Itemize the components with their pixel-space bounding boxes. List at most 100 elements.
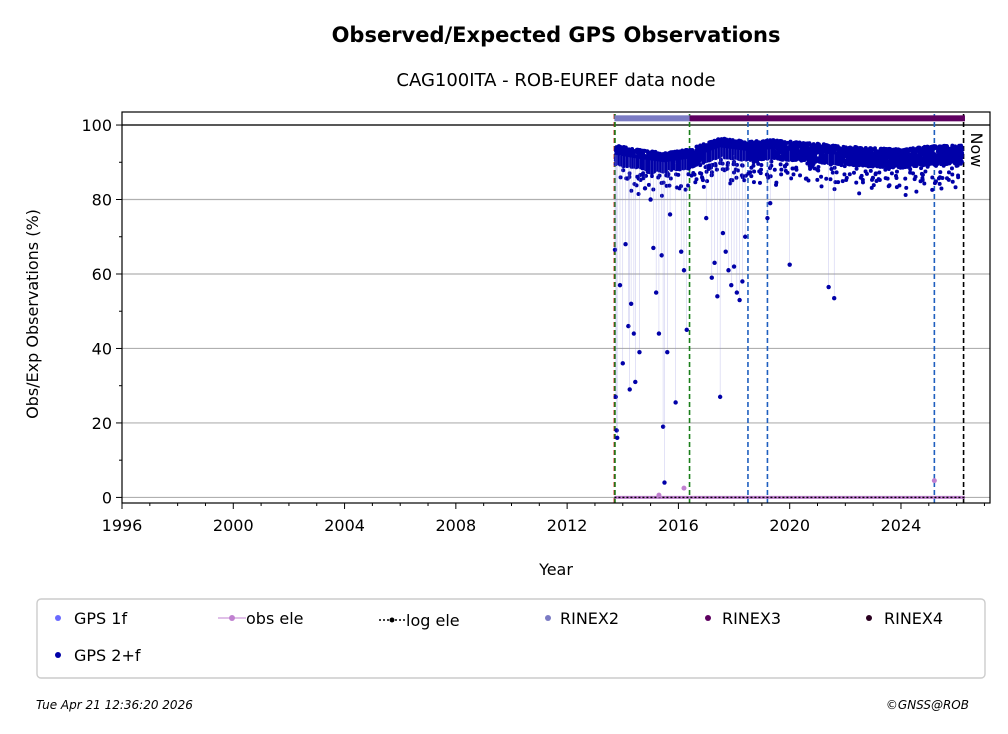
gps-2f-outlier xyxy=(681,268,687,273)
y-axis: 0 20 40 60 80 100 xyxy=(81,116,122,507)
y-tick-label: 100 xyxy=(81,116,112,135)
x-tick-label: 2008 xyxy=(435,516,476,535)
x-tick-label: 2000 xyxy=(213,516,254,535)
gps-2f-outlier xyxy=(826,284,831,290)
gps-2f-point xyxy=(636,192,641,197)
gps-2f-point xyxy=(676,172,681,177)
gps-2f-outlier xyxy=(740,279,745,284)
obs-ele-point xyxy=(656,492,662,498)
gps-2f-point xyxy=(646,182,651,187)
gps-2f-point xyxy=(873,171,878,176)
legend-box xyxy=(36,598,986,679)
gps-2f-point xyxy=(758,171,763,176)
gps-2f-point xyxy=(953,185,958,190)
gps-2f-point xyxy=(885,176,890,181)
gps-2f-point xyxy=(791,172,796,177)
legend-label-log-ele: log ele xyxy=(406,611,460,630)
legend-marker-rinex3 xyxy=(705,615,711,621)
gps-2f-point xyxy=(768,174,773,179)
gps-2f-point xyxy=(657,173,662,178)
footer-timestamp: Tue Apr 21 12:36:20 2026 xyxy=(36,698,193,712)
gps-2f-point xyxy=(870,175,875,180)
gps-2f-outlier xyxy=(742,234,748,239)
gps-2f-point xyxy=(641,171,646,176)
gps-2f-point xyxy=(840,179,845,184)
gps-2f-point xyxy=(851,170,856,175)
legend-label-gps-2f: GPS 2+f xyxy=(74,646,141,665)
y-axis-label: Obs/Exp Observations (%) xyxy=(23,209,42,419)
x-tick-label: 2024 xyxy=(881,516,922,535)
gps-2f-point xyxy=(877,170,882,175)
gps-2f-outlier xyxy=(633,379,638,385)
x-axis-label: Year xyxy=(538,560,573,579)
legend: GPS 1f obs ele log ele RINEX2 RINEX3 RIN… xyxy=(36,598,986,679)
gps-2f-point xyxy=(778,162,783,167)
gps-2f-point xyxy=(887,183,892,188)
gps-2f-point xyxy=(644,173,649,178)
gps-2f-outlier xyxy=(637,349,642,355)
legend-label-rinex4: RINEX4 xyxy=(884,609,943,628)
legend-label-rinex3: RINEX3 xyxy=(722,609,781,628)
gps-2f-point xyxy=(694,177,699,182)
gps-2f-point xyxy=(661,180,666,185)
chart-subtitle: CAG100ITA - ROB-EUREF data node xyxy=(396,70,715,91)
gps-2f-point xyxy=(720,161,725,166)
gps-2f-point xyxy=(816,165,821,170)
gps-2f-point xyxy=(864,171,869,176)
gps-2f-point xyxy=(649,174,654,179)
footer-credit: ©GNSS@ROB xyxy=(886,698,969,712)
gps-2f-outlier xyxy=(623,241,628,247)
gps-2f-outlier xyxy=(673,400,678,405)
gps-2f-outlier xyxy=(667,212,673,217)
gps-2f-point xyxy=(751,163,756,168)
gps-2f-point xyxy=(692,172,697,177)
y-tick-label: 40 xyxy=(92,339,112,358)
gps-2f-outlier xyxy=(832,295,837,301)
obs-ele-point xyxy=(681,485,687,491)
gps-2f-point xyxy=(806,178,811,183)
gps-2f-point xyxy=(871,183,876,188)
gps-2f-point xyxy=(946,170,951,175)
gps-2f-point xyxy=(894,169,899,174)
gps-2f-point xyxy=(860,177,865,182)
gps-2f-point xyxy=(836,180,841,185)
gps-2f-point xyxy=(725,166,730,171)
gps-2f-point xyxy=(621,168,626,173)
gps-2f-outlier xyxy=(726,268,731,273)
gps-2f-point xyxy=(785,170,790,175)
gps-2f-point xyxy=(847,172,852,177)
gps-2f-point xyxy=(889,171,894,176)
gps-2f-outlier xyxy=(651,245,656,251)
gps-2f-point xyxy=(634,183,639,188)
gps-2f-point xyxy=(714,167,719,172)
gps-2f-outlier xyxy=(704,215,709,221)
gps-2f-point xyxy=(699,171,704,176)
gps-2f-point xyxy=(774,180,779,185)
gps-2f-outlier xyxy=(787,262,792,267)
gps-2f-point xyxy=(920,172,925,177)
gps-2f-point xyxy=(946,177,951,182)
gps-2f-outlier xyxy=(662,480,667,485)
gps-2f-point xyxy=(877,177,882,182)
gps-2f-point xyxy=(749,174,754,179)
y-tick-label: 0 xyxy=(102,488,112,507)
gps-2f-point xyxy=(641,176,646,181)
gps-2f-point xyxy=(759,167,764,172)
gps-2f-point xyxy=(894,175,899,180)
legend-marker-rinex4 xyxy=(866,615,872,621)
gps-2f-point xyxy=(701,184,706,189)
gps-2f-outlier xyxy=(712,260,717,266)
gps-2f-outlier xyxy=(614,428,619,433)
now-label: Now xyxy=(967,132,986,167)
gps-2f-point xyxy=(705,179,710,184)
gps-2f-point xyxy=(742,178,747,183)
gps-2f-point xyxy=(903,176,908,181)
gps-2f-point xyxy=(922,181,927,186)
gps-2f-point xyxy=(748,170,753,175)
gps-2f-point xyxy=(718,157,723,162)
gps-2f-outlier xyxy=(648,197,653,202)
gps-2f-point xyxy=(897,183,902,188)
gps-2f-outlier xyxy=(709,275,714,280)
x-tick-label: 2004 xyxy=(324,516,365,535)
gps-2f-point xyxy=(940,175,945,180)
